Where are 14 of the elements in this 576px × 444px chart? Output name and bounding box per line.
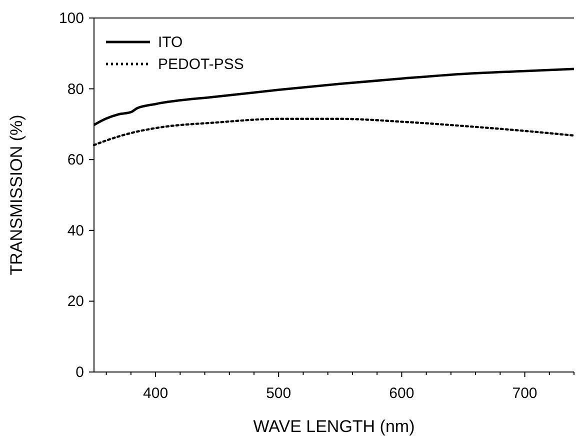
legend-label: ITO bbox=[158, 34, 183, 51]
y-tick-label: 0 bbox=[76, 364, 84, 381]
x-tick-label: 400 bbox=[143, 385, 168, 402]
y-tick-label: 80 bbox=[67, 80, 84, 98]
y-tick-label: 60 bbox=[67, 152, 84, 169]
x-tick-label: 600 bbox=[389, 385, 414, 402]
y-axis-title: TRANSMISSION (%) bbox=[7, 114, 26, 276]
x-tick-label: 700 bbox=[512, 385, 538, 402]
legend-label: PEDOT-PSS bbox=[158, 56, 244, 73]
x-axis-title: WAVE LENGTH (nm) bbox=[253, 417, 415, 436]
y-tick-label: 20 bbox=[67, 293, 84, 310]
x-tick-label: 500 bbox=[266, 385, 292, 402]
y-tick-label: 40 bbox=[67, 222, 84, 240]
y-tick-label: 100 bbox=[58, 10, 84, 27]
